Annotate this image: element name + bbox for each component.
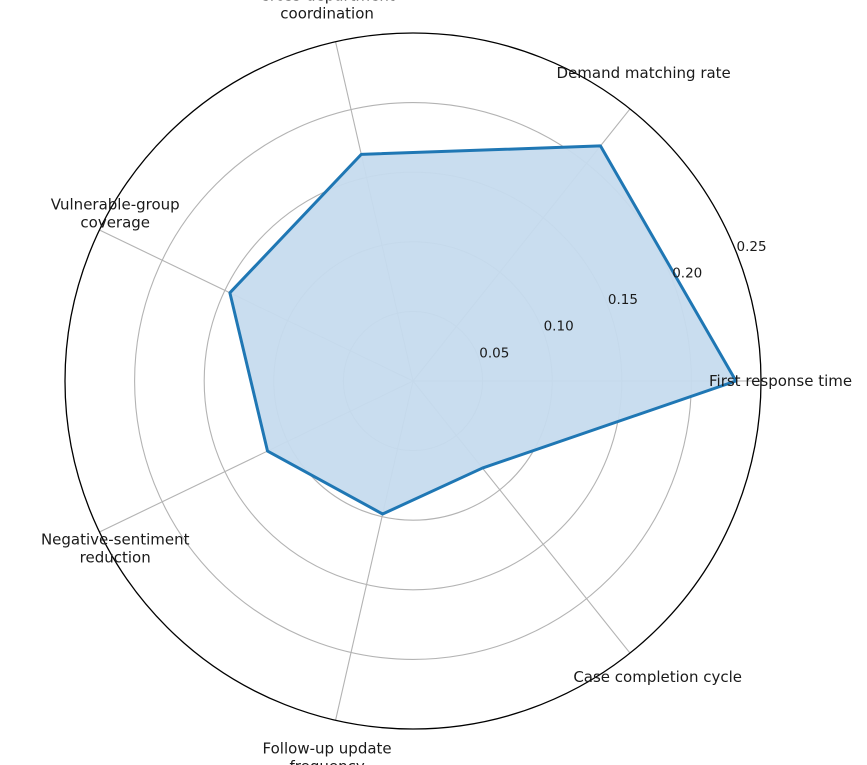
- polar-frame: [64, 32, 762, 730]
- series-area: [229, 145, 736, 514]
- category-label: Demand matching rate: [557, 64, 731, 82]
- label-layer: First response time Demand matching rate C…: [41, 0, 852, 765]
- series-line: [228, 144, 738, 516]
- category-label: Case completion cycle: [573, 668, 742, 686]
- category-label: Cross-departmentcoordination: [259, 0, 394, 23]
- r-tick-label: 0.25: [737, 239, 767, 255]
- r-tick-label: 0.15: [608, 292, 638, 308]
- series-layer: [228, 144, 738, 516]
- category-label: First response time: [709, 372, 852, 390]
- tick-layer: 0.05 0.10 0.15 0.20 0.25: [479, 239, 766, 362]
- r-tick-label: 0.10: [544, 319, 574, 335]
- category-label: Follow-up updatefrequency: [263, 739, 392, 765]
- category-label: Negative-sentiment reduction: [41, 530, 190, 566]
- frame-layer: [64, 32, 762, 730]
- category-label: Vulnerable-group coverage: [51, 196, 180, 232]
- r-tick-label: 0.20: [672, 265, 702, 281]
- r-tick-label: 0.05: [479, 345, 509, 361]
